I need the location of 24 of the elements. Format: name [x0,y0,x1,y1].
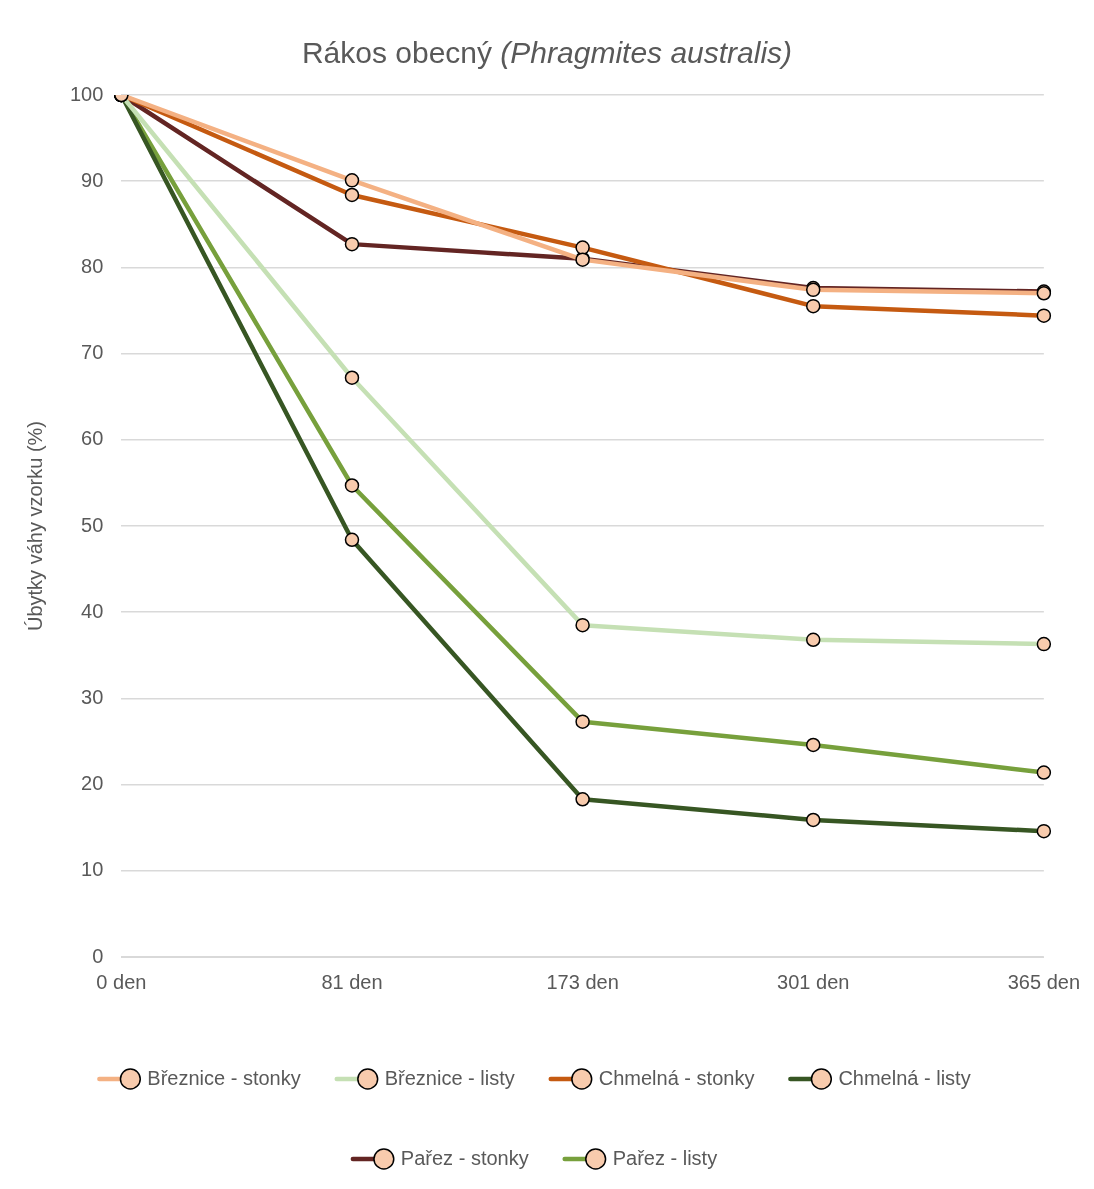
x-tick-label: 81 den [321,970,383,993]
y-tick-label: 70 [81,341,104,364]
legend-label: Chmelná - listy [838,1066,971,1089]
y-tick-label: 50 [81,513,104,536]
y-tick-label: 40 [81,599,104,622]
y-tick-label: 30 [81,685,104,708]
y-axis-title: Úbytky váhy vzorku (%) [23,420,46,632]
y-tick-label: 20 [81,772,104,795]
x-tick-label: 301 den [777,970,850,993]
y-tick-label: 60 [81,427,104,450]
y-tick-label: 0 [92,944,104,967]
x-tick-label: 0 den [96,970,147,993]
legend-label: Pařez - listy [612,1146,718,1169]
y-tick-label: 100 [69,82,104,105]
legend-label: Březnice - listy [384,1066,515,1089]
x-tick-label: 173 den [546,970,619,993]
x-tick-label: 365 den [1007,970,1080,993]
y-tick-label: 90 [81,168,104,191]
chart-title: Rákos obecný (Phragmites australis) [300,36,794,70]
y-tick-label: 80 [81,254,104,277]
y-tick-label: 10 [81,858,104,881]
legend-label: Březnice - stonky [147,1066,301,1089]
legend-label: Chmelná - stonky [598,1066,755,1089]
legend-label: Pařez - stonky [400,1146,529,1169]
